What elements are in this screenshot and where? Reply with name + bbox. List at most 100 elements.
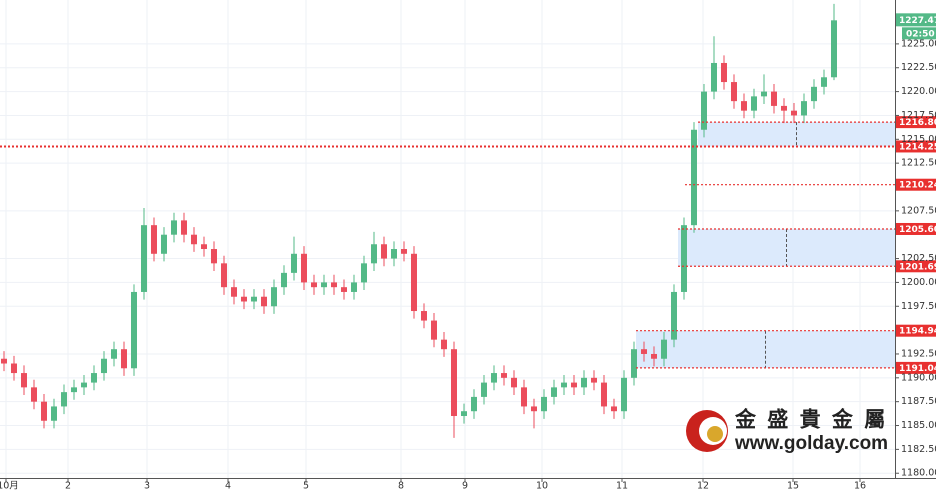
candle-body (111, 349, 117, 359)
candle-body (491, 373, 497, 383)
candle-body (411, 253, 417, 312)
watermark-url: www.golday.com (734, 433, 888, 454)
candle-body (811, 86, 817, 102)
level-label: 1194.94 (899, 327, 936, 337)
candle-body (771, 91, 777, 106)
y-tick-label: 1225.00 (901, 38, 936, 49)
candle-body (81, 382, 87, 388)
candle-body (641, 349, 647, 354)
candle-body (241, 296, 247, 302)
candle-body (31, 387, 37, 402)
candle-body (551, 387, 557, 397)
level-label: 1201.69 (899, 262, 936, 272)
x-tick-label: 3 (144, 481, 150, 492)
y-tick-label: 1182.50 (901, 444, 936, 455)
candle-body (311, 282, 317, 288)
y-tick-label: 1190.00 (901, 372, 936, 383)
y-tick-label: 1220.00 (901, 86, 936, 97)
candle-body (321, 282, 327, 288)
x-tick-label: 16 (854, 481, 866, 492)
candle-body (801, 101, 807, 116)
axis: 1180.00 1182.50 1185.00 1187.50 1190.00 1192.… (0, 38, 936, 491)
grid (0, 0, 895, 478)
candle-body (711, 62, 717, 92)
candle-body (581, 377, 587, 388)
candle-body (121, 349, 127, 369)
level-label: 1205.60 (899, 225, 936, 235)
x-tick-label: 4 (225, 481, 231, 492)
y-tick-label: 1212.50 (901, 158, 936, 169)
candle-body (681, 225, 687, 292)
candle-body (701, 91, 707, 130)
candle-body (61, 392, 67, 407)
level-tag (896, 140, 936, 153)
candle-body (691, 129, 697, 226)
level-label: 1191.04 (899, 364, 936, 374)
candle-body (171, 220, 177, 235)
candle-body (1, 358, 7, 364)
candle-body (371, 244, 377, 264)
candle-body (461, 411, 467, 416)
candle-body (821, 77, 827, 87)
candle-body (21, 373, 27, 388)
y-tick-label: 1217.50 (901, 110, 936, 121)
candle-body (221, 263, 227, 288)
x-tick-label: 5 (303, 481, 309, 492)
level-label: 1214.25 (899, 142, 936, 152)
candle-body (451, 349, 457, 416)
level-tag (896, 324, 936, 337)
candle-body (381, 244, 387, 259)
candle-body (471, 396, 477, 412)
last-time-label: 02:50 (906, 29, 935, 39)
last-price-tag (896, 13, 936, 27)
last-time-tag (902, 27, 936, 40)
candle-body (781, 105, 787, 111)
candle-body (91, 373, 97, 383)
candle-body (441, 339, 447, 350)
candle-body (11, 363, 17, 374)
y-tick-label: 1180.00 (901, 468, 936, 479)
x-tick-label: 2 (65, 481, 71, 492)
candles (1, 3, 837, 438)
watermark: 金 盛 貴 金 屬 www.golday.com (686, 407, 888, 454)
level-tag (896, 116, 936, 129)
y-tick-label: 1187.50 (901, 396, 936, 407)
candle-body (611, 406, 617, 412)
candle-body (561, 382, 567, 388)
candle-body (621, 377, 627, 412)
x-tick-label: 15 (787, 481, 799, 492)
y-tick-label: 1207.50 (901, 205, 936, 216)
candle-body (421, 311, 427, 321)
candle-body (671, 291, 677, 340)
candle-body (481, 382, 487, 397)
candle-body (301, 253, 307, 283)
x-tick-label: 11 (616, 481, 628, 492)
x-tick-label: 8 (398, 481, 404, 492)
candle-body (201, 244, 207, 250)
candle-body (71, 387, 77, 393)
candle-body (271, 287, 277, 307)
candle-body (531, 406, 537, 412)
candle-body (391, 249, 397, 259)
level-label: 1216.80 (899, 118, 936, 128)
candle-body (151, 225, 157, 254)
level-tag (896, 222, 936, 235)
candle-body (401, 249, 407, 254)
y-tick-label: 1185.00 (901, 420, 936, 431)
y-tick-label: 1192.50 (901, 348, 936, 359)
candle-body (511, 377, 517, 388)
candle-body (211, 249, 217, 264)
candle-body (831, 20, 837, 78)
candle-body (661, 339, 667, 359)
zones (636, 122, 895, 368)
x-tick-label: 10 (536, 481, 548, 492)
candle-body (41, 401, 47, 421)
candle-body (131, 291, 137, 369)
candle-body (161, 234, 167, 254)
candle-body (291, 253, 297, 273)
x-tick-label: 9 (462, 481, 468, 492)
candle-body (631, 349, 637, 378)
candle-body (51, 406, 57, 421)
candle-body (591, 377, 597, 383)
